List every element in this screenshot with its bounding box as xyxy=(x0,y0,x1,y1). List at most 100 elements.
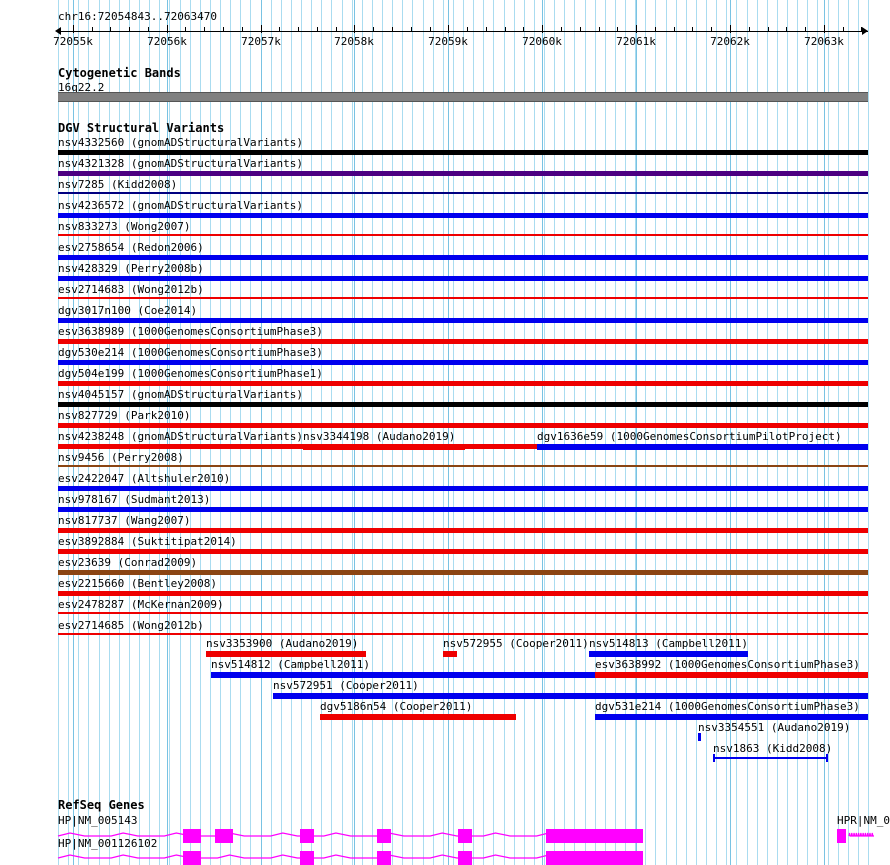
variant-track-row[interactable]: nsv3344198 (Audano2019) xyxy=(0,430,890,451)
variant-bar[interactable] xyxy=(211,672,740,678)
gene-exon[interactable] xyxy=(377,851,391,865)
variant-track-row[interactable]: esv2714685 (Wong2012b) xyxy=(0,619,890,640)
variant-bar[interactable] xyxy=(589,651,748,657)
variant-bar[interactable] xyxy=(58,486,868,491)
ruler-tick xyxy=(861,27,862,32)
variant-track-row[interactable]: nsv428329 (Perry2008b) xyxy=(0,262,890,283)
gene-exon[interactable] xyxy=(837,829,846,843)
ruler-tick xyxy=(523,27,524,32)
variant-bar[interactable] xyxy=(58,465,868,467)
variant-bar[interactable] xyxy=(58,570,868,575)
variant-bar[interactable] xyxy=(58,339,868,344)
axis-line xyxy=(58,31,868,32)
variant-bar[interactable] xyxy=(58,381,868,386)
variant-track-row[interactable]: nsv4236572 (gnomADStructuralVariants) xyxy=(0,199,890,220)
variant-track-row[interactable]: esv2478287 (McKernan2009) xyxy=(0,598,890,619)
variant-track-row[interactable]: nsv833273 (Wong2007) xyxy=(0,220,890,241)
variant-track-row[interactable]: esv2215660 (Bentley2008) xyxy=(0,577,890,598)
variant-bar[interactable] xyxy=(595,714,868,720)
variant-track-row[interactable]: nsv978167 (Sudmant2013) xyxy=(0,493,890,514)
variant-bar[interactable] xyxy=(320,714,516,720)
variant-track-row[interactable]: dgv1636e59 (1000GenomesConsortiumPilotPr… xyxy=(0,430,890,451)
variant-bar[interactable] xyxy=(58,171,868,176)
capline-left-cap xyxy=(713,754,715,762)
variant-bar[interactable] xyxy=(273,693,868,699)
variant-bar[interactable] xyxy=(58,318,868,323)
variant-track-row[interactable]: nsv4332560 (gnomADStructuralVariants) xyxy=(0,136,890,157)
variant-bar[interactable] xyxy=(58,255,868,260)
variant-track-row[interactable]: esv2758654 (Redon2006) xyxy=(0,241,890,262)
variant-bar[interactable] xyxy=(58,213,868,218)
variant-track-row[interactable]: dgv530e214 (1000GenomesConsortiumPhase3) xyxy=(0,346,890,367)
variant-tick-mark[interactable] xyxy=(698,733,701,741)
variant-bar[interactable] xyxy=(443,651,457,657)
gene-exon[interactable] xyxy=(300,829,314,843)
gene-exon[interactable] xyxy=(458,851,472,865)
cytoband-label: 16q22.2 xyxy=(58,81,105,94)
ruler-tick-major xyxy=(354,25,355,33)
variant-track-row[interactable]: esv23639 (Conrad2009) xyxy=(0,556,890,577)
ruler-tick-major xyxy=(730,25,731,33)
variant-track-row[interactable]: nsv9456 (Perry2008) xyxy=(0,451,890,472)
variant-track-row[interactable]: nsv7285 (Kidd2008) xyxy=(0,178,890,199)
gene-exon[interactable] xyxy=(183,829,201,843)
variant-label: nsv4045157 (gnomADStructuralVariants) xyxy=(58,388,304,401)
ruler-tick xyxy=(373,27,374,32)
variant-bar[interactable] xyxy=(58,612,868,614)
ruler-tick-label: 72060k xyxy=(522,35,562,48)
variant-label: nsv827729 (Park2010) xyxy=(58,409,191,422)
variant-label: dgv1636e59 (1000GenomesConsortiumPilotPr… xyxy=(537,430,842,443)
variant-bar[interactable] xyxy=(58,507,868,512)
variant-label: esv3638989 (1000GenomesConsortiumPhase3) xyxy=(58,325,323,338)
variant-label: nsv1863 (Kidd2008) xyxy=(713,742,833,755)
ruler-tick xyxy=(711,27,712,32)
variant-track-row[interactable]: esv3892884 (Suktitipat2014) xyxy=(0,535,890,556)
ruler-tick xyxy=(805,27,806,32)
gene-exon[interactable] xyxy=(183,851,201,865)
variant-track-row[interactable]: esv2714683 (Wong2012b) xyxy=(0,283,890,304)
gene-exon[interactable] xyxy=(377,829,391,843)
gene-exon[interactable] xyxy=(546,829,643,843)
ruler-tick xyxy=(505,27,506,32)
variant-bar[interactable] xyxy=(537,444,868,450)
variant-track-row[interactable]: dgv504e199 (1000GenomesConsortiumPhase1) xyxy=(0,367,890,388)
variant-bar[interactable] xyxy=(58,549,868,554)
variant-track-row[interactable]: esv2422047 (Altshuler2010) xyxy=(0,472,890,493)
variant-bar[interactable] xyxy=(58,360,868,365)
cytoband-bar[interactable] xyxy=(58,92,868,102)
variant-label: esv2478287 (McKernan2009) xyxy=(58,598,224,611)
ruler-tick xyxy=(749,27,750,32)
gene-exon[interactable] xyxy=(458,829,472,843)
variant-bar[interactable] xyxy=(58,423,868,428)
right-arrow-icon xyxy=(862,27,868,35)
variant-bar[interactable] xyxy=(58,192,868,194)
variant-track-row[interactable]: nsv827729 (Park2010) xyxy=(0,409,890,430)
variant-bar[interactable] xyxy=(58,234,868,236)
ruler-tick-label: 72061k xyxy=(616,35,656,48)
variant-bar[interactable] xyxy=(58,297,868,299)
variant-track-row[interactable]: nsv817737 (Wang2007) xyxy=(0,514,890,535)
variant-capline[interactable] xyxy=(713,754,828,762)
ruler-tick xyxy=(298,27,299,32)
ruler-tick xyxy=(467,27,468,32)
variant-bar[interactable] xyxy=(58,150,868,155)
variant-track-row[interactable]: dgv3017n100 (Coe2014) xyxy=(0,304,890,325)
gene-exon[interactable] xyxy=(546,851,643,865)
variant-track-row[interactable]: nsv4045157 (gnomADStructuralVariants) xyxy=(0,388,890,409)
variant-bar[interactable] xyxy=(58,276,868,281)
variant-bar[interactable] xyxy=(206,651,366,657)
variant-track-row[interactable]: nsv4321328 (gnomADStructuralVariants) xyxy=(0,157,890,178)
variant-bar[interactable] xyxy=(595,672,868,678)
variant-bar[interactable] xyxy=(58,402,868,407)
gene-exon[interactable] xyxy=(300,851,314,865)
variant-label: nsv4238248 (gnomADStructuralVariants) xyxy=(58,430,304,443)
variant-label: nsv4321328 (gnomADStructuralVariants) xyxy=(58,157,304,170)
variant-bar[interactable] xyxy=(58,633,868,635)
variant-bar[interactable] xyxy=(58,591,868,596)
variant-bar[interactable] xyxy=(58,528,868,533)
gene-exon[interactable] xyxy=(215,829,233,843)
variant-bar[interactable] xyxy=(303,444,465,450)
variant-track-row[interactable]: esv3638989 (1000GenomesConsortiumPhase3) xyxy=(0,325,890,346)
